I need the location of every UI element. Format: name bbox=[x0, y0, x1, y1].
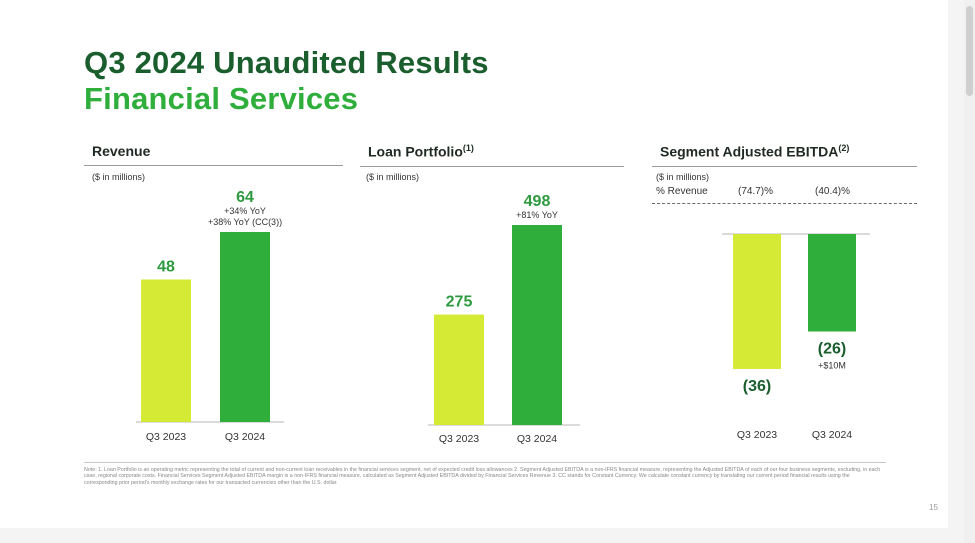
revenue-units: ($ in millions) bbox=[92, 172, 146, 182]
ebitda-tick-1: Q3 2024 bbox=[812, 429, 852, 441]
slide: Q3 2024 Unaudited Results Financial Serv… bbox=[0, 0, 948, 528]
scrollbar-thumb[interactable] bbox=[966, 6, 973, 96]
ebitda-metric-label: % Revenue bbox=[656, 186, 708, 197]
slide-title: Q3 2024 Unaudited Results bbox=[84, 45, 489, 80]
revenue-tick-0: Q3 2023 bbox=[146, 431, 186, 443]
ebitda-units: ($ in millions) bbox=[656, 172, 710, 182]
ebitda-bar-0 bbox=[733, 234, 781, 369]
loan-value-label-0: 275 bbox=[446, 294, 473, 311]
charts-canvas: 48 Q3 2023 64+34% YoY+38% YoY (CC(3)) Q3 20… bbox=[136, 189, 870, 445]
revenue-value-label-0: 48 bbox=[157, 259, 175, 276]
ebitda-bar-1 bbox=[808, 234, 856, 332]
loan-panel-title: Loan Portfolio(1) bbox=[360, 143, 624, 167]
slide-subtitle: Financial Services bbox=[84, 81, 359, 116]
loan-tick-0: Q3 2023 bbox=[439, 433, 479, 445]
loan-annotation-1-0: +81% YoY bbox=[516, 210, 558, 220]
ebitda-value-label-0: (36) bbox=[743, 378, 771, 395]
revenue-bar-0 bbox=[141, 279, 191, 422]
scrollbar-track[interactable] bbox=[964, 0, 975, 543]
footnote-text: Note: 1. Loan Portfolio is an operating … bbox=[84, 467, 881, 486]
ebitda-metric-q3-2023: (74.7)% bbox=[738, 186, 774, 197]
ebitda-title-footnote-ref: (2) bbox=[838, 143, 850, 153]
ebitda-annotation-1-0: +$10M bbox=[818, 361, 846, 371]
ebitda-value-label-1: (26) bbox=[818, 341, 846, 358]
loan-value-label-1: 498 bbox=[524, 193, 551, 210]
ebitda-dashed-divider bbox=[652, 203, 917, 204]
revenue-value-label-1: 64 bbox=[236, 189, 254, 206]
loan-bar-1 bbox=[512, 225, 562, 425]
loan-title-footnote-ref: (1) bbox=[462, 143, 474, 153]
revenue-bar-1 bbox=[220, 232, 270, 422]
loan-units: ($ in millions) bbox=[366, 172, 420, 182]
ebitda-tick-0: Q3 2023 bbox=[737, 429, 777, 441]
ebitda-title-text: Segment Adjusted EBITDA bbox=[660, 143, 839, 160]
revenue-panel-title: Revenue bbox=[84, 143, 343, 166]
revenue-title-text: Revenue bbox=[92, 143, 151, 159]
revenue-annotation-1-0: +34% YoY bbox=[224, 206, 266, 216]
ebitda-metric-q3-2024: (40.4)% bbox=[815, 186, 851, 197]
loan-bar-0 bbox=[434, 314, 484, 425]
ebitda-panel-title: Segment Adjusted EBITDA(2) bbox=[652, 143, 917, 167]
loan-title-text: Loan Portfolio bbox=[368, 143, 463, 160]
footnote-rule bbox=[84, 462, 886, 463]
revenue-tick-1: Q3 2024 bbox=[225, 431, 265, 443]
revenue-annotation-1-1: +38% YoY (CC(3)) bbox=[208, 217, 282, 227]
loan-tick-1: Q3 2024 bbox=[517, 433, 557, 445]
page-number: 15 bbox=[929, 503, 938, 512]
